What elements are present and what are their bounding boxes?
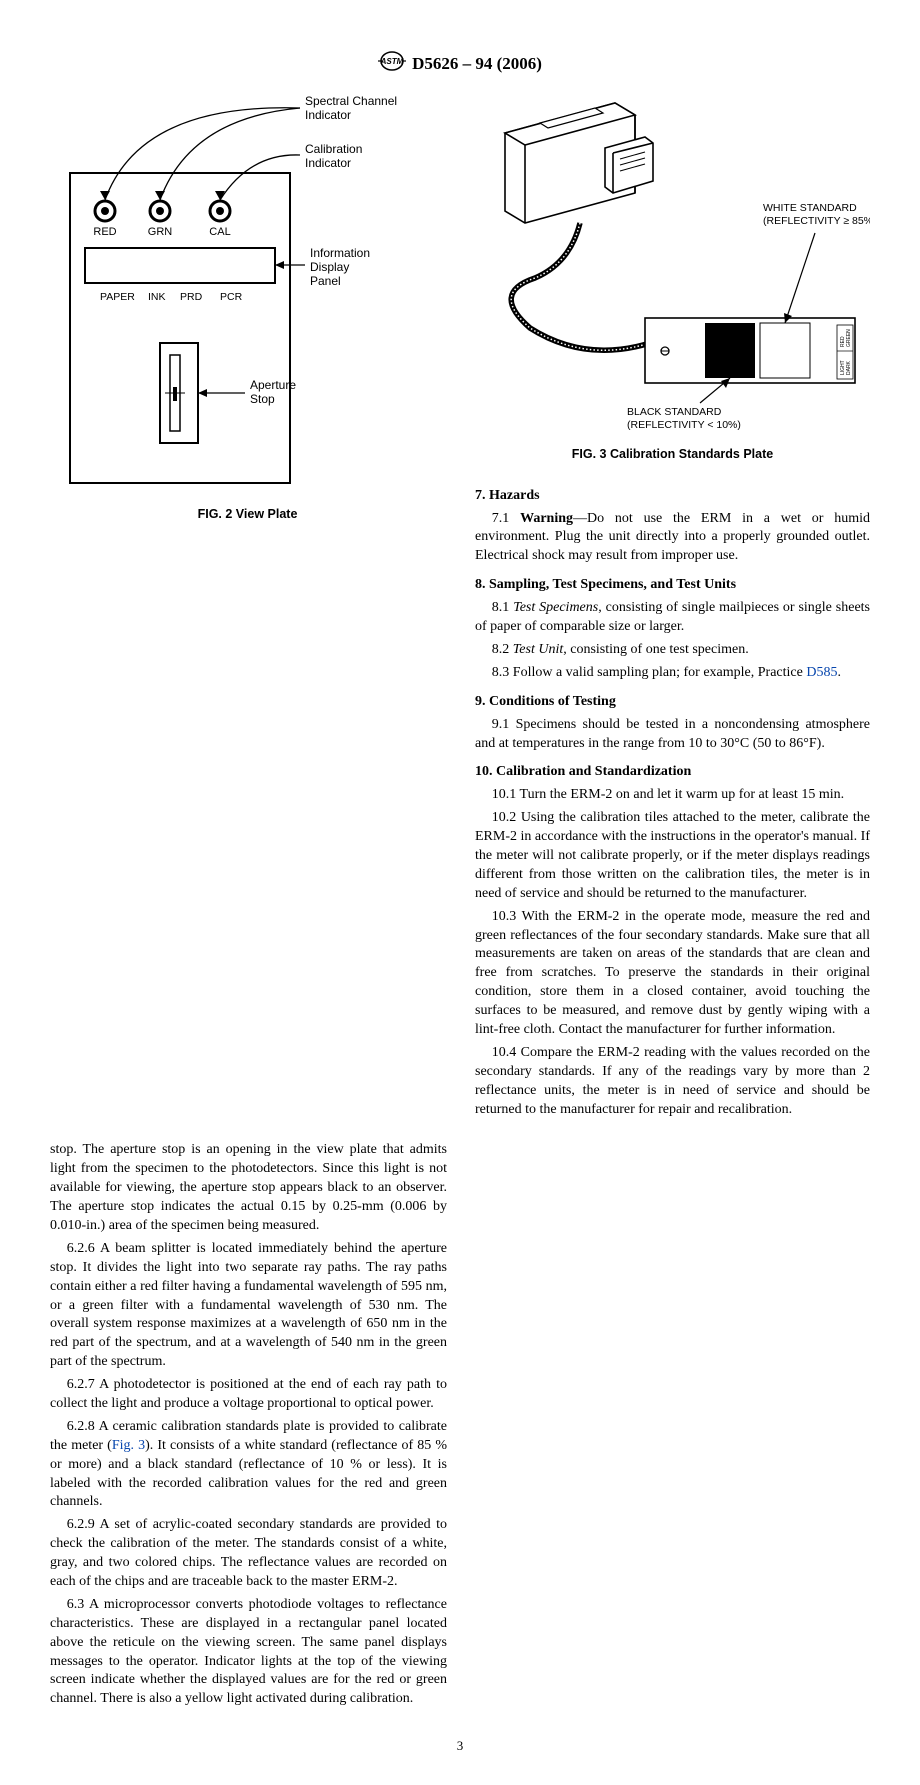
svg-text:(REFLECTIVITY < 10%): (REFLECTIVITY < 10%) — [627, 419, 741, 431]
para-10-3: 10.3 With the ERM-2 in the operate mode,… — [475, 908, 870, 1040]
designation-number: D5626 – 94 (2006) — [412, 53, 542, 76]
svg-text:Spectral Channel: Spectral Channel — [305, 94, 397, 108]
left-column: stop. The aperture stop is an opening in… — [50, 1141, 447, 1713]
svg-text:Panel: Panel — [310, 274, 341, 288]
svg-text:Aperture: Aperture — [250, 378, 296, 392]
svg-text:Indicator: Indicator — [305, 156, 351, 170]
figures-row: RED GRN CAL PAPER INK PRD PCR Spectral C… — [50, 93, 870, 1123]
section-10-heading: 10. Calibration and Standardization — [475, 763, 870, 782]
para-7-1: 7.1 Warning—Do not use the ERM in a wet … — [475, 510, 870, 567]
fig3-caption: FIG. 3 Calibration Standards Plate — [475, 446, 870, 463]
para-8-2: 8.2 Test Unit, consisting of one test sp… — [475, 641, 870, 660]
fig2-red-label: RED — [93, 226, 116, 238]
section-7-heading: 7. Hazards — [475, 487, 870, 506]
svg-text:INK: INK — [148, 291, 166, 303]
para-6-2-9: 6.2.9 A set of acrylic-coated secondary … — [50, 1516, 447, 1592]
para-8-3: 8.3 Follow a valid sampling plan; for ex… — [475, 664, 870, 683]
para-9-1: 9.1 Specimens should be tested in a nonc… — [475, 716, 870, 754]
figure-3: LIGHT DARK RED GREEN WHITE STANDARD (REF… — [475, 93, 870, 1123]
svg-text:PCR: PCR — [220, 291, 243, 303]
svg-text:PRD: PRD — [180, 291, 203, 303]
para-6-2-5-cont: stop. The aperture stop is an opening in… — [50, 1141, 447, 1235]
fig3-link[interactable]: Fig. 3 — [112, 1438, 145, 1453]
figure-2: RED GRN CAL PAPER INK PRD PCR Spectral C… — [50, 93, 445, 523]
para-6-2-7: 6.2.7 A photodetector is positioned at t… — [50, 1376, 447, 1414]
svg-text:WHITE STANDARD: WHITE STANDARD — [763, 202, 857, 214]
para-10-4: 10.4 Compare the ERM-2 reading with the … — [475, 1044, 870, 1120]
svg-text:DARK: DARK — [846, 360, 852, 375]
svg-text:ASTM: ASTM — [380, 57, 404, 66]
svg-text:Stop: Stop — [250, 392, 275, 406]
para-6-2-8: 6.2.8 A ceramic calibration standards pl… — [50, 1418, 447, 1512]
d585-link[interactable]: D585 — [806, 665, 837, 680]
para-6-2-6: 6.2.6 A beam splitter is located immedia… — [50, 1240, 447, 1372]
svg-text:Information: Information — [310, 246, 370, 260]
document-header: ASTM D5626 – 94 (2006) — [50, 50, 870, 79]
para-10-2: 10.2 Using the calibration tiles attache… — [475, 809, 870, 903]
body-columns: stop. The aperture stop is an opening in… — [50, 1141, 870, 1713]
fig2-cal-label: CAL — [209, 226, 230, 238]
para-10-1: 10.1 Turn the ERM-2 on and let it warm u… — [475, 786, 870, 805]
fig2-caption: FIG. 2 View Plate — [50, 506, 445, 523]
svg-text:BLACK STANDARD: BLACK STANDARD — [627, 406, 722, 418]
para-8-1: 8.1 Test Specimens, consisting of single… — [475, 599, 870, 637]
right-column-spacer — [473, 1141, 870, 1713]
svg-text:(REFLECTIVITY ≥ 85%): (REFLECTIVITY ≥ 85%) — [763, 215, 870, 227]
svg-text:Indicator: Indicator — [305, 108, 351, 122]
page-number: 3 — [50, 1737, 870, 1755]
section-9-heading: 9. Conditions of Testing — [475, 693, 870, 712]
svg-text:Display: Display — [310, 260, 349, 274]
svg-text:Calibration: Calibration — [305, 142, 362, 156]
fig2-grn-label: GRN — [148, 226, 173, 238]
section-8-heading: 8. Sampling, Test Specimens, and Test Un… — [475, 576, 870, 595]
para-6-3: 6.3 A microprocessor converts photodiode… — [50, 1596, 447, 1709]
svg-text:PAPER: PAPER — [100, 291, 135, 303]
svg-text:GREEN: GREEN — [846, 329, 852, 347]
astm-logo-icon: ASTM — [378, 50, 406, 79]
